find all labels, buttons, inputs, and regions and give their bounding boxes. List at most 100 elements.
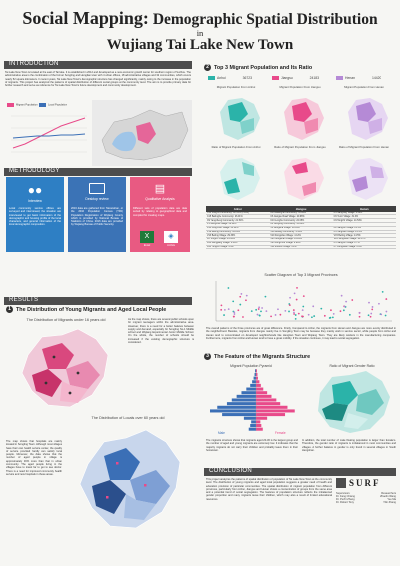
map2-text: The map shows that hospitals are mainly … [6,440,62,476]
scatter-point [358,315,361,318]
table-cell: V24 Dongjiang Village: 4.33% [206,241,270,246]
scatter-point [381,290,384,293]
table-cell: C1 Jiangxin Village: 2.7% [332,241,396,246]
excel-icon: X [140,231,154,243]
tool-arcgis: ArcGis [167,244,175,247]
table-row: C13 Longhu Community: 32.31% (1:100) C15 … [206,211,396,216]
migrant-count-maps [220,98,388,140]
map-caption-henan: Migrant Population From Henan [344,85,384,89]
scatter-point [297,312,300,315]
table-cell [332,222,396,227]
scatter-point [250,310,253,313]
pyramid-bar-male [246,387,256,391]
poster-title-line3: Wujiang Tai Lake New Town [106,37,294,53]
step-label-interview: Interview [28,199,42,203]
pyramid-bar-male [210,409,256,413]
table-row: V13 Beiling Village: 29.33% V10 Dongshan … [206,233,396,239]
intro-line-graph [11,115,87,153]
scatter-point [328,317,331,319]
scatter-point [258,314,261,317]
gender-male: Male [218,431,225,435]
credit-row-2-left: Dr. Puzhi Zhang [336,498,355,501]
chart-icon: ▤ [154,183,166,195]
scatter-point [307,313,310,316]
table-row: V8 Tongzhi Village: 25.64% V23 Songshan V… [206,237,396,242]
scatter-point [260,310,262,313]
pyramid-bar-male [250,424,256,428]
pyramid-bar-male [251,420,256,424]
table-cell: C7 Dongshan Village: 2.6% [332,245,396,250]
credit-row-3-left: Dr. Robert Tony [336,501,354,504]
section-3-title: The Feature of the Migrants Structure [214,353,311,360]
swatch-jiangsu [272,76,279,81]
pyramid-bar-female [256,394,272,398]
result-section-1: 1 The Distribution of Young Migrants and … [6,306,196,314]
map2-title: The Distribution of Locals over 60 years… [91,416,165,420]
pyramid-title: Migrant Population Pyramid [230,364,272,368]
step-text-desktop: 2016 data are gathered from Taicanshan, … [71,207,123,227]
scatter-point [348,313,351,316]
table-cell: V1 Gengsha Village: 36.14% [206,222,270,227]
credit-row-1-left: Dr. Fang Chiang [336,495,355,498]
pyramid-bar-male [231,398,256,402]
scatter-point [220,308,223,311]
table-cell: V8 Tongzhi Village: 25.64% [206,237,270,242]
scatter-point [257,308,260,310]
scatter-point [240,293,243,295]
pyramid-bar-female [256,387,264,391]
table-cell: V19 Beiling Community: 4.14% [269,230,333,235]
table-cell: V19 Beiling Community: 34.01% [206,230,270,235]
pyramid-bar-female [256,405,288,409]
scatter-point [340,294,343,297]
scatter-point [227,308,230,311]
title-rest: Demographic Spatial Distribution [152,11,378,28]
province-jiangsu: Jiangsu [281,76,293,80]
scatter-point [367,314,370,317]
legend-migrant: Migrant Population [16,103,38,107]
credits-block: SURF Supervisors Researchers Dr. Fang Chi… [336,478,396,530]
value-jiangsu: 24183 [309,76,320,80]
pyramid-bar-female [256,372,258,376]
pyramid-bar-female [256,413,286,417]
scatter-point [270,315,272,318]
scatter-point [233,313,236,315]
table-row: V30 Longzhou Village: 31.14% V1 Gengsha V… [206,226,396,231]
table-cell: V23 Songshan Village: 10.37% [332,237,396,242]
section-number-1: 1 [6,306,13,313]
scatter-point [330,309,332,312]
scatter-point [220,304,223,307]
scatter-point [274,314,277,316]
province-legend: Anhui 36723 Jiangsu 24183 Henan 14420 [204,76,396,82]
table-cell: V13 Beiling Village: 29.33% [206,233,270,239]
scatter-point [293,292,296,295]
gender-map-title: Ratio of Migrant Gender Ratio [329,364,375,368]
pyramid-bar-female [256,391,268,395]
scatter-point [302,295,305,298]
scatter-point [289,296,291,299]
pyramid-bar-male [252,380,256,384]
scatter-point [256,313,259,316]
structure-text-1: The migrants structure shows that migran… [206,439,298,452]
pyramid-bar-female [256,424,262,428]
intro-line-chart: Migrant Population Local Population [5,103,89,163]
scatter-point [343,305,346,308]
scatter-point [345,300,348,303]
scatter-point [258,306,261,309]
table-row: V1 Gengsha Village: 36.14% C4 Songling Co… [206,222,396,227]
method-heading: METHODOLOGY [4,168,192,176]
pyramid-bar-female [256,369,257,373]
intro-heading: INTRODUCTION [4,61,192,69]
scatter-point [232,300,235,303]
scatter-point [284,309,287,312]
scatter-point [378,302,380,305]
section-1-title: The Distribution of Young Migrants and A… [16,306,167,313]
pyramid-bar-female [256,427,263,431]
table-cell: C2 Jiangxin Village: 25.5% [332,226,396,231]
table-cell: C15 Beilinghe Community: 31.02% [269,211,333,216]
people-icon: ●● [27,183,43,197]
scatter-point [261,307,264,309]
pyramid-bar-female [256,383,261,387]
legend-local: Local Population [48,103,68,107]
scatter-point [301,315,303,318]
scatter-point [233,315,235,318]
